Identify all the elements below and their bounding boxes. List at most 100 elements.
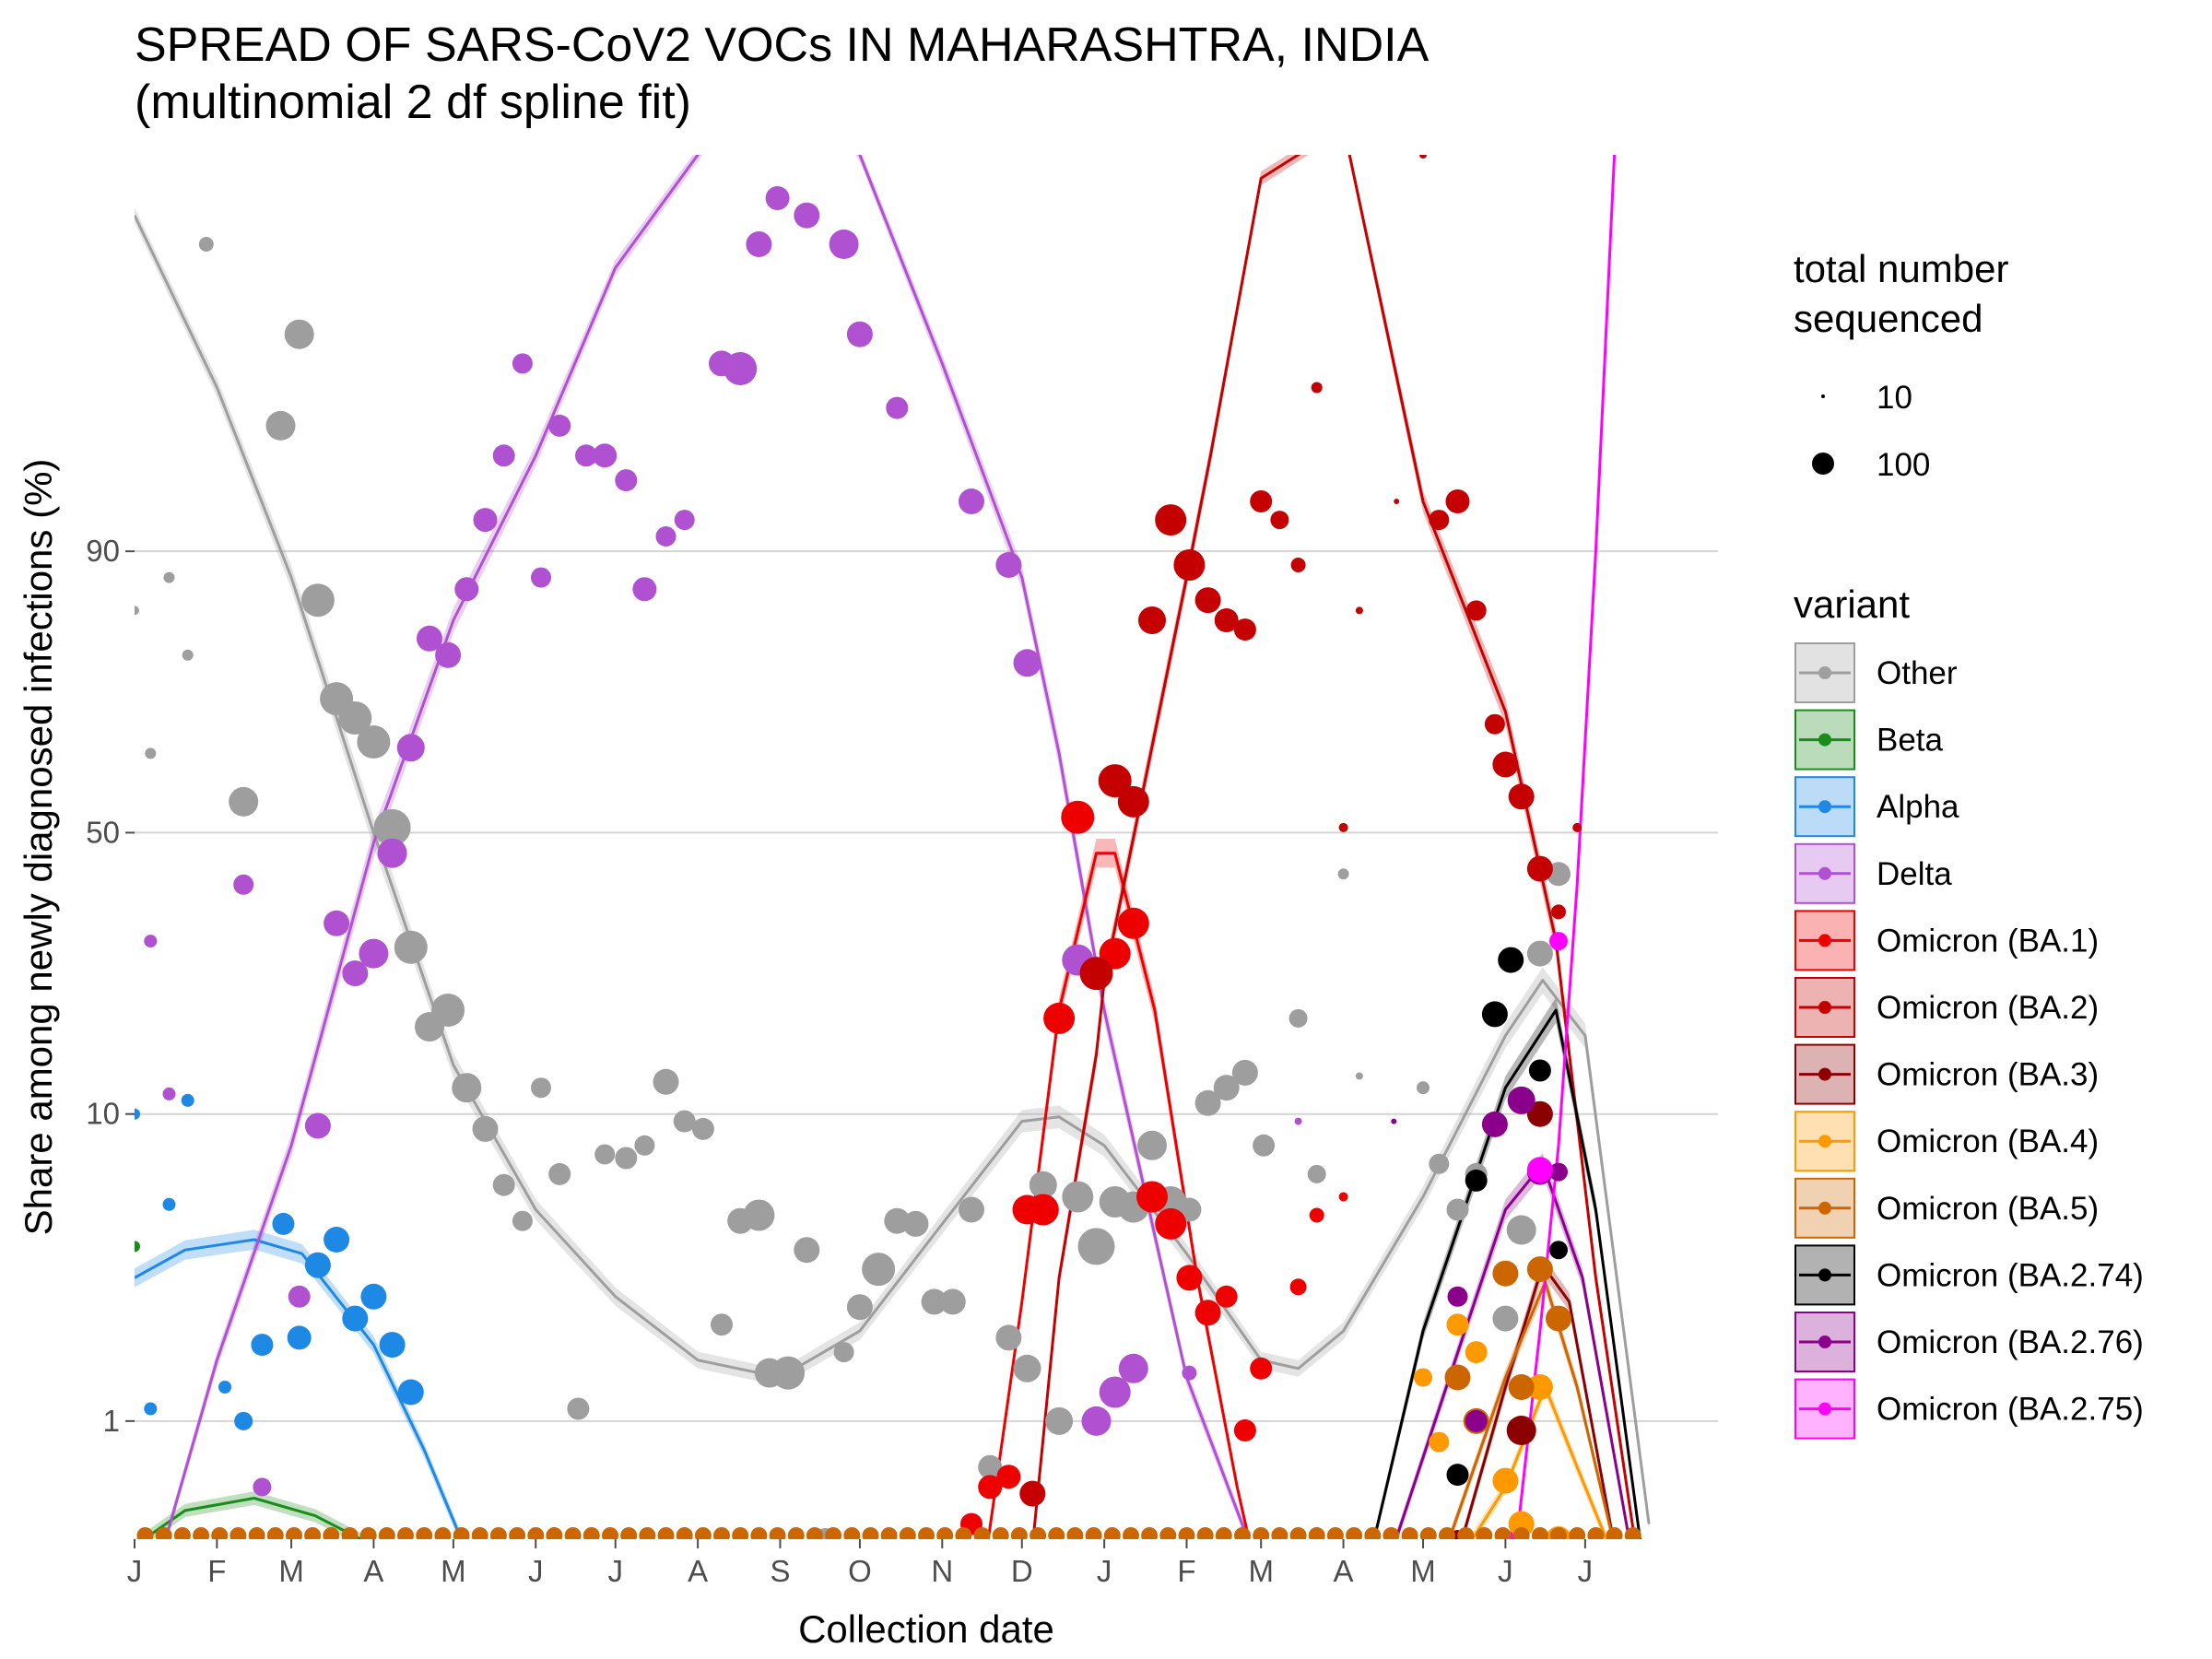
data-point <box>1250 490 1273 512</box>
data-point <box>1253 1134 1276 1157</box>
fit-line <box>1372 1008 1641 1539</box>
data-point <box>434 1527 452 1539</box>
data-point <box>300 583 335 618</box>
data-point <box>229 1527 247 1539</box>
data-point <box>1492 751 1519 778</box>
data-point <box>512 353 533 374</box>
x-tick-label: A <box>363 1554 383 1588</box>
data-point <box>182 649 194 661</box>
data-point <box>531 1077 551 1099</box>
data-point <box>1447 1286 1468 1307</box>
data-point <box>787 1527 805 1539</box>
data-point <box>1355 606 1363 615</box>
data-point <box>266 1527 284 1539</box>
data-point <box>435 641 462 668</box>
data-point <box>173 1527 191 1539</box>
data-point <box>1019 1480 1046 1507</box>
data-point <box>548 1162 571 1185</box>
legend-item: Omicron (BA.2.74) <box>1794 1244 2144 1306</box>
data-point <box>1549 1162 1568 1182</box>
legend-swatch-dot <box>1818 1067 1831 1081</box>
data-point <box>1307 1164 1326 1183</box>
data-point <box>1309 1207 1324 1223</box>
data-point <box>1551 904 1566 920</box>
data-point <box>1446 1464 1469 1487</box>
data-point <box>1289 1527 1307 1539</box>
data-point <box>1481 1111 1508 1137</box>
fit-line <box>135 1238 464 1539</box>
data-point <box>1234 1527 1251 1539</box>
data-point <box>1013 1354 1041 1382</box>
data-point <box>1337 868 1349 880</box>
y-tick-label: 90 <box>86 534 120 568</box>
data-point <box>1123 1527 1139 1539</box>
data-point <box>1253 1527 1270 1539</box>
x-tick-label: J <box>1578 1554 1594 1588</box>
data-point <box>397 1527 414 1539</box>
data-point <box>323 1527 340 1539</box>
data-point <box>1215 1285 1238 1308</box>
legend-item: Delta <box>1794 842 1952 904</box>
legend-swatch-dot <box>1818 733 1831 747</box>
data-point <box>1029 1171 1057 1199</box>
data-point <box>1061 800 1095 834</box>
data-point <box>512 1210 533 1231</box>
data-point <box>472 1115 499 1142</box>
x-tick-label: D <box>1011 1554 1033 1588</box>
data-point <box>936 1527 954 1539</box>
data-point <box>743 1199 775 1231</box>
data-point <box>144 935 158 948</box>
data-point <box>1526 1100 1553 1127</box>
data-point <box>996 1465 1021 1489</box>
data-point <box>181 1093 194 1107</box>
x-tick-label: F <box>1177 1554 1195 1588</box>
data-point <box>1155 1207 1187 1240</box>
legend-swatch-dot <box>1818 800 1831 814</box>
data-point <box>1233 1419 1256 1441</box>
data-point <box>843 1527 861 1539</box>
legend-label: Alpha <box>1877 789 1959 825</box>
chart-title: SPREAD OF SARS-CoV2 VOCs IN MAHARASHTRA,… <box>135 18 1430 72</box>
data-point <box>1214 608 1239 632</box>
data-point <box>750 1527 768 1539</box>
fit-line <box>135 215 1651 1524</box>
legend-item: Omicron (BA.1) <box>1794 910 2099 971</box>
data-point <box>634 1135 655 1156</box>
legend-swatch-dot <box>1818 934 1831 947</box>
legend-item: Omicron (BA.2) <box>1794 977 2099 1038</box>
data-point <box>1446 1313 1469 1336</box>
data-point <box>955 1527 972 1539</box>
x-tick-label: A <box>1334 1554 1354 1588</box>
legend-label: Omicron (BA.2.74) <box>1877 1257 2144 1293</box>
data-point <box>1250 1357 1273 1380</box>
x-tick-label: M <box>1410 1554 1436 1588</box>
data-point <box>1294 1117 1302 1125</box>
data-point <box>373 808 411 846</box>
data-point <box>338 701 372 735</box>
size-legend-label-large: 100 <box>1877 447 1930 483</box>
data-point <box>1178 1527 1195 1539</box>
data-point <box>527 1527 545 1539</box>
data-point <box>769 1527 786 1539</box>
legend-swatch-dot <box>1818 1201 1831 1215</box>
data-point <box>1062 1181 1094 1213</box>
data-point <box>431 994 465 1027</box>
legend-label: Omicron (BA.2) <box>1877 990 2099 1026</box>
data-point <box>593 443 618 468</box>
data-point <box>1457 1527 1475 1539</box>
data-point <box>620 1527 638 1539</box>
y-tick-label: 50 <box>86 815 120 849</box>
data-point <box>771 1356 806 1390</box>
data-point <box>251 1334 274 1357</box>
data-point <box>1326 1527 1344 1539</box>
data-point <box>452 1073 482 1103</box>
legend-swatch-dot <box>1818 1001 1831 1014</box>
data-point <box>304 1527 322 1539</box>
data-point <box>862 1253 896 1287</box>
data-point <box>711 1313 733 1336</box>
data-point <box>902 1210 929 1237</box>
fit-line <box>1515 155 1617 1539</box>
data-point <box>471 1527 488 1539</box>
data-point <box>394 930 428 964</box>
